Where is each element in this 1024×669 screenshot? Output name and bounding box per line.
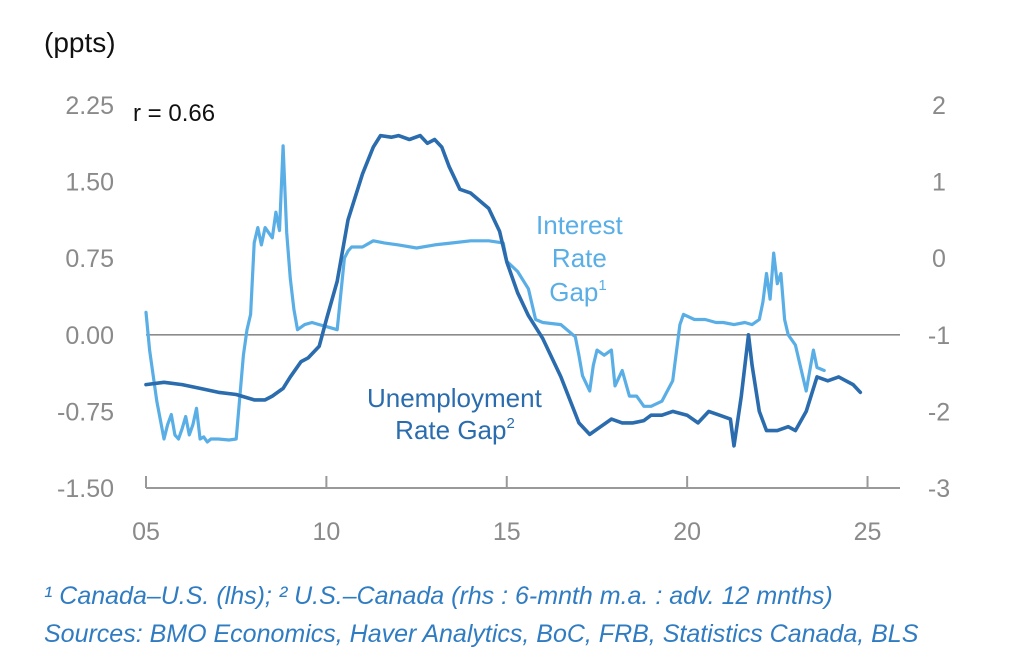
x-tick-label: 10 [312,518,340,546]
left-tick-label: 0.75 [65,245,114,273]
interest-label-superscript: 1 [598,277,606,294]
x-tick-label: 20 [673,518,701,546]
interest-label-line-2: Rate [552,243,607,273]
unemployment-label-line-1: Unemployment [367,383,543,413]
left-tick-label: -0.75 [57,398,114,426]
interest-rate-gap-label: Interest Rate Gap1 [536,210,630,307]
footnote-sources: Sources: BMO Economics, Haver Analytics,… [44,620,919,648]
unit-label: (ppts) [44,27,116,58]
correlation-label: r = 0.66 [133,100,215,127]
unemployment-rate-gap-line [144,133,863,448]
interest-rate-gap-line [144,144,826,444]
unemployment-rate-gap-label: Unemployment Rate Gap2 [367,383,549,445]
x-axis: 05 10 15 20 25 [132,476,900,546]
left-tick-label: 1.50 [65,169,114,197]
right-tick-label: -1 [928,322,950,350]
right-tick-label: -2 [928,398,950,426]
unemployment-label-line-2: Rate Gap [395,415,506,445]
x-tick-label: 15 [493,518,521,546]
right-tick-label: 0 [932,245,946,273]
interest-label-line-3: Gap [549,277,598,307]
left-axis: 2.25 1.50 0.75 0.00 -0.75 -1.50 [57,92,114,503]
x-tick-label: 25 [854,518,882,546]
unemployment-label-superscript: 2 [506,415,514,432]
left-tick-label: 0.00 [65,322,114,350]
x-tick-label: 05 [132,518,160,546]
right-tick-label: 2 [932,92,946,120]
right-tick-label: 1 [932,169,946,197]
left-tick-label: -1.50 [57,475,114,503]
footnote-series: ¹ Canada–U.S. (lhs); ² U.S.–Canada (rhs … [44,582,833,610]
left-tick-label: 2.25 [65,92,114,120]
right-tick-label: -3 [928,475,950,503]
right-axis: 2 1 0 -1 -2 -3 [928,92,950,503]
interest-label-line-1: Interest [536,210,623,240]
